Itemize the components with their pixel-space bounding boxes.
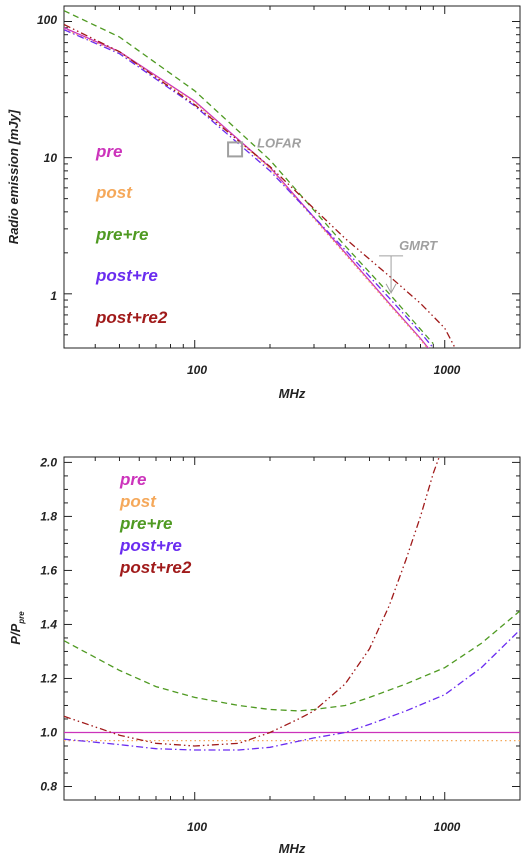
series-line-post-re2 [64,457,440,747]
spectrum-panel: LOFAR GMRT 100 1000 1 10 100 MHz Radio e… [6,5,521,401]
gmrt-arrow-head [385,283,397,294]
y-axis-title-subscript: pre [17,611,26,625]
gmrt-label: GMRT [399,238,438,253]
legend: pre post pre+re post+re post+re2 [95,142,168,327]
y-tick-label: 1.6 [40,563,57,577]
legend-item-pre-re: pre+re [95,225,148,244]
gmrt-upper-limit-arrow [379,255,404,294]
legend-item-post: post [95,183,133,202]
x-tick-label: 100 [187,820,207,834]
y-axis-title-main: P/P [8,623,23,644]
y-tick-label: 2.0 [39,455,57,469]
series-line-post-re [64,29,434,348]
legend-item-post-re2: post+re2 [95,308,168,327]
legend-item-post-re2: post+re2 [119,558,192,577]
series-line-pre-re [64,10,434,345]
tick-marks [63,6,521,349]
legend-item-post-re: post+re [119,536,182,555]
series-lines [64,457,520,751]
ratio-panel: 100 1000 0.8 1.0 1.2 1.4 1.6 1.8 2.0 MHz… [8,455,521,856]
y-axis-title: P/Ppre [8,611,26,645]
y-tick-label: 1.2 [40,671,57,685]
y-axis-title: Radio emission [mJy] [6,109,21,244]
lofar-label: LOFAR [257,135,302,150]
x-tick-label: 1000 [434,820,461,834]
y-tick-label: 0.8 [40,779,57,793]
observations: LOFAR GMRT [227,135,438,294]
series-line-post-re [64,629,520,751]
plot-frame [63,5,521,349]
y-tick-label: 100 [37,13,57,27]
y-tick-label: 1.0 [40,725,57,739]
series-line-post-re2 [64,23,456,348]
legend-item-pre-re: pre+re [119,514,172,533]
series-lines [64,10,456,348]
svg-text:P/Ppre: P/Ppre [8,611,26,645]
plot-frame [63,456,521,801]
x-axis-title: MHz [279,841,306,856]
series-line-pre-re [64,610,520,712]
y-tick-label: 1.4 [40,617,57,631]
x-axis-title: MHz [279,386,306,401]
x-tick-label: 1000 [434,363,461,377]
x-tick-label: 100 [187,363,207,377]
legend-item-pre: pre [95,142,122,161]
legend-item-pre: pre [119,470,146,489]
legend-item-post: post [119,492,157,511]
legend: pre post pre+re post+re post+re2 [119,470,192,577]
y-tick-label: 1 [50,289,57,303]
legend-item-post-re: post+re [95,266,158,285]
y-tick-label: 1.8 [40,509,57,523]
lofar-data-point [227,141,244,158]
y-tick-label: 10 [44,151,58,165]
